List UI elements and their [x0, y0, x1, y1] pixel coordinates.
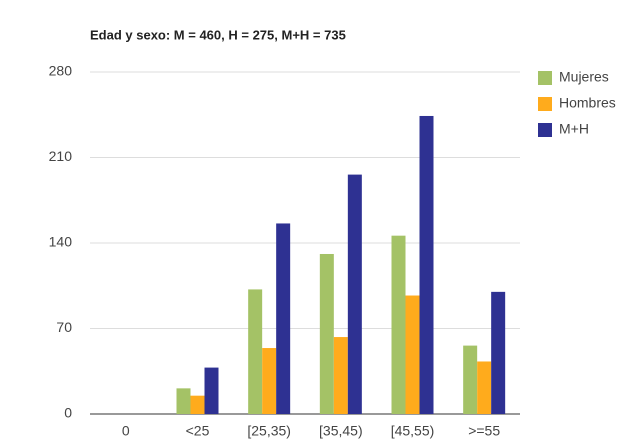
- legend-label: Hombres: [559, 95, 616, 111]
- bar: [190, 395, 205, 414]
- bar: [319, 253, 334, 414]
- x-tick-label: [25,35): [247, 423, 291, 439]
- y-tick-label: 280: [49, 63, 73, 79]
- y-tick-label: 140: [49, 234, 73, 250]
- x-tick-label: <25: [186, 423, 210, 439]
- x-tick-label: >=55: [468, 423, 500, 439]
- bar: [419, 115, 434, 414]
- bar: [463, 345, 478, 414]
- y-tick-label: 210: [49, 148, 73, 164]
- legend-swatch: [538, 71, 552, 85]
- legend-swatch: [538, 123, 552, 137]
- bar: [491, 291, 506, 414]
- chart-title: Edad y sexo: M = 460, H = 275, M+H = 735: [90, 27, 346, 42]
- legend-label: M+H: [559, 121, 589, 137]
- y-tick-label: 0: [64, 405, 72, 421]
- bar: [248, 289, 263, 414]
- legend-label: Mujeres: [559, 69, 609, 85]
- x-tick-label: [35,45): [319, 423, 363, 439]
- legend-swatch: [538, 97, 552, 111]
- bar: [204, 367, 219, 414]
- y-tick-label: 70: [56, 319, 72, 335]
- bar: [262, 348, 277, 414]
- x-tick-label: [45,55): [391, 423, 435, 439]
- bar: [347, 174, 362, 414]
- bar: [477, 361, 492, 414]
- bar: [276, 223, 291, 414]
- bar: [405, 295, 420, 414]
- bar: [176, 388, 191, 414]
- x-tick-label: 0: [122, 423, 130, 439]
- bar: [391, 235, 406, 414]
- bar: [333, 337, 348, 414]
